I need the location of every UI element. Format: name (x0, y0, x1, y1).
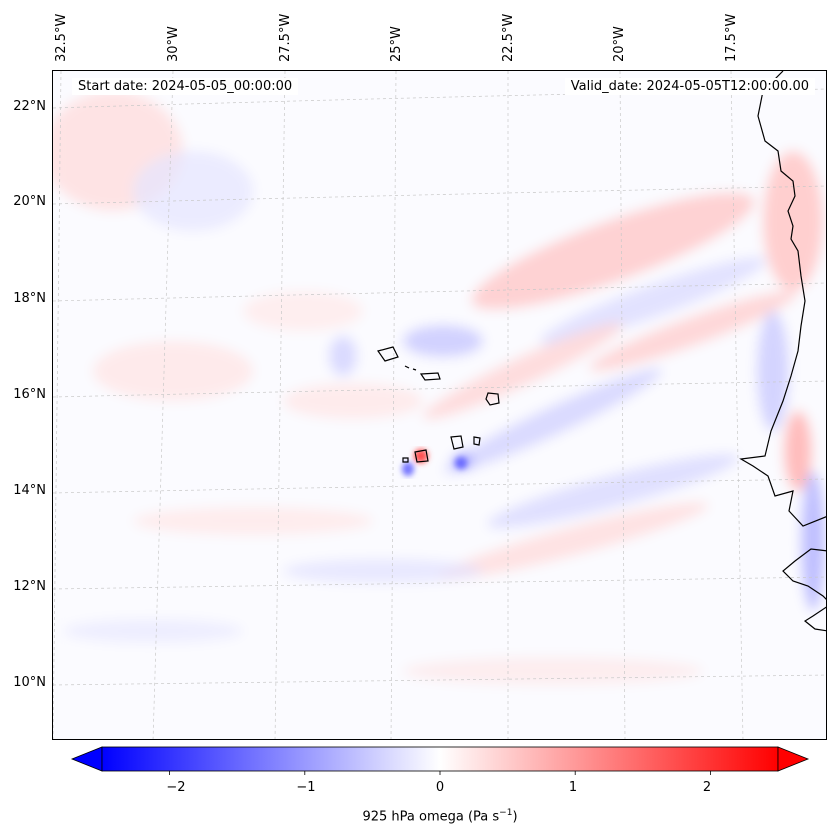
lat-label-18n: 18°N (13, 291, 46, 306)
lat-label-16n: 16°N (13, 387, 46, 402)
africa-coastline (739, 71, 826, 632)
lon-label-20w: 20°W (612, 26, 627, 62)
colorbar-tick-1: 1 (568, 780, 578, 795)
map-panel (52, 70, 827, 740)
lon-label-22-5w: 22.5°W (501, 13, 516, 62)
lat-label-12n: 12°N (13, 579, 46, 594)
graticule (53, 71, 826, 739)
lon-label-17-5w: 17.5°W (724, 13, 739, 62)
lon-label-32-5w: 32.5°W (54, 13, 69, 62)
island-effects (402, 449, 467, 476)
lon-label-30w: 30°W (166, 26, 181, 62)
lat-label-20n: 20°N (13, 194, 46, 209)
valid-date-label: Valid_date: 2024-05-05T12:00:00.00 (564, 78, 815, 95)
lat-label-22n: 22°N (13, 99, 46, 114)
colorbar (70, 746, 810, 775)
colorbar-neg-extend (70, 746, 103, 772)
start-date-label: Start date: 2024-05-05_00:00:00 (72, 78, 299, 95)
colorbar-tick-neg1: −1 (296, 780, 316, 795)
cape-verde-islands (377, 346, 500, 463)
colorbar-label: 925 hPa omega (Pa s−1) (362, 808, 518, 825)
omega-anomalies (53, 71, 826, 739)
colorbar-tick-0: 0 (435, 780, 445, 795)
colorbar-tick-neg2: −2 (166, 780, 186, 795)
lat-label-14n: 14°N (13, 483, 46, 498)
lon-label-25w: 25°W (389, 26, 404, 62)
lon-label-27-5w: 27.5°W (278, 13, 293, 62)
colorbar-bar (101, 746, 779, 772)
lat-label-10n: 10°N (13, 675, 46, 690)
colorbar-tick-2: 2 (702, 780, 712, 795)
omega-field-map (53, 71, 826, 739)
colorbar-pos-extend (777, 746, 810, 772)
